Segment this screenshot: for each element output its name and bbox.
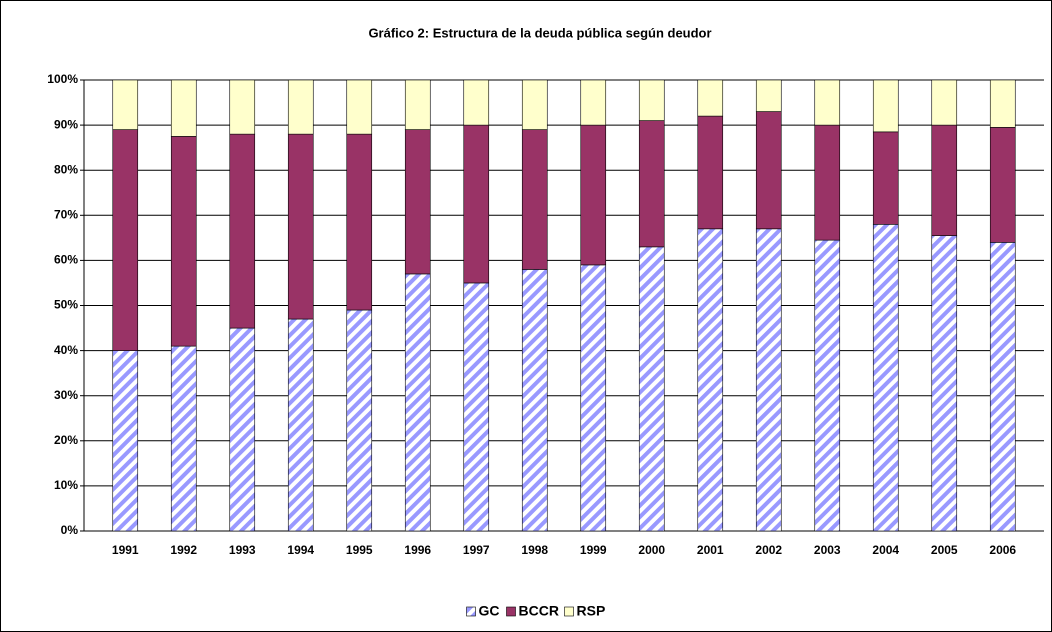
bar-segment bbox=[580, 79, 607, 126]
bar-segment bbox=[872, 79, 899, 133]
y-tick-label: 100% bbox=[47, 72, 78, 86]
y-tick-label: 60% bbox=[54, 253, 78, 267]
legend-swatch bbox=[466, 606, 476, 617]
bar-segment bbox=[521, 129, 548, 270]
x-tick-label: 1992 bbox=[170, 543, 197, 557]
bar-segment bbox=[521, 79, 548, 130]
x-tick-label: 1995 bbox=[346, 543, 373, 557]
chart-title: Gráfico 2: Estructura de la deuda públic… bbox=[368, 25, 711, 40]
legend-swatch bbox=[564, 606, 574, 617]
legend-label: GC bbox=[479, 603, 500, 619]
bar-segment bbox=[404, 129, 431, 275]
bar-segment bbox=[112, 79, 139, 130]
bar-segment bbox=[814, 79, 841, 126]
bar-segment bbox=[638, 79, 665, 121]
x-tick-label: 1999 bbox=[580, 543, 607, 557]
bar-segment bbox=[697, 115, 724, 230]
bar-segment bbox=[989, 242, 1016, 532]
x-tick-label: 1991 bbox=[112, 543, 139, 557]
bar-segment bbox=[463, 124, 490, 284]
bar-segment bbox=[170, 136, 197, 347]
x-tick-label: 1998 bbox=[521, 543, 548, 557]
bar-segment bbox=[112, 129, 139, 351]
y-tick-label: 50% bbox=[54, 298, 78, 312]
x-tick-label: 1996 bbox=[404, 543, 431, 557]
bar-segment bbox=[580, 124, 607, 266]
bar-segment bbox=[872, 131, 899, 225]
bar-segment bbox=[404, 79, 431, 130]
bar-segment bbox=[287, 79, 314, 135]
bar-segment bbox=[404, 273, 431, 532]
bar-segment bbox=[170, 79, 197, 137]
bar-segment bbox=[931, 79, 958, 126]
x-tick-label: 2001 bbox=[697, 543, 724, 557]
bar-segment bbox=[580, 264, 607, 532]
bar-segment bbox=[229, 327, 256, 532]
y-tick-label: 0% bbox=[61, 523, 79, 537]
y-tick-label: 20% bbox=[54, 433, 78, 447]
bar-segment bbox=[697, 228, 724, 532]
bar-segment bbox=[521, 269, 548, 532]
y-tick-label: 90% bbox=[54, 117, 78, 131]
x-tick-label: 2005 bbox=[931, 543, 958, 557]
bar-segment bbox=[989, 79, 1016, 128]
x-tick-label: 2002 bbox=[755, 543, 782, 557]
bar-segment bbox=[814, 239, 841, 532]
bar-segment bbox=[463, 282, 490, 532]
y-tick-label: 80% bbox=[54, 162, 78, 176]
bar-segment bbox=[229, 79, 256, 135]
bar-segment bbox=[638, 246, 665, 532]
bar-segment bbox=[755, 111, 782, 230]
x-tick-label: 2000 bbox=[638, 543, 665, 557]
bar-segment bbox=[346, 309, 373, 532]
bar-segment bbox=[638, 120, 665, 248]
bar-segment bbox=[287, 318, 314, 532]
x-tick-label: 1993 bbox=[229, 543, 256, 557]
legend-label: RSP bbox=[577, 603, 606, 619]
bar-segment bbox=[989, 127, 1016, 243]
bar-segment bbox=[346, 133, 373, 311]
x-tick-label: 2004 bbox=[872, 543, 899, 557]
bar-segment bbox=[346, 79, 373, 135]
bar-segment bbox=[112, 350, 139, 532]
x-tick-label: 1994 bbox=[287, 543, 314, 557]
y-tick-label: 70% bbox=[54, 207, 78, 221]
legend-label: BCCR bbox=[519, 603, 559, 619]
y-tick-label: 30% bbox=[54, 388, 78, 402]
bar-segment bbox=[463, 79, 490, 126]
legend-swatch bbox=[506, 606, 516, 617]
bar-segment bbox=[170, 345, 197, 532]
bar-segment bbox=[755, 79, 782, 112]
bar-segment bbox=[287, 133, 314, 320]
bar-segment bbox=[931, 124, 958, 236]
bar-segment bbox=[872, 224, 899, 532]
bar-segment bbox=[229, 133, 256, 329]
bar-segment bbox=[814, 124, 841, 241]
bar-segment bbox=[755, 228, 782, 532]
bar-segment bbox=[931, 235, 958, 532]
x-tick-label: 1997 bbox=[463, 543, 490, 557]
y-tick-label: 40% bbox=[54, 343, 78, 357]
x-tick-label: 2006 bbox=[989, 543, 1016, 557]
x-tick-label: 2003 bbox=[814, 543, 841, 557]
y-tick-label: 10% bbox=[54, 478, 78, 492]
bar-segment bbox=[697, 79, 724, 117]
